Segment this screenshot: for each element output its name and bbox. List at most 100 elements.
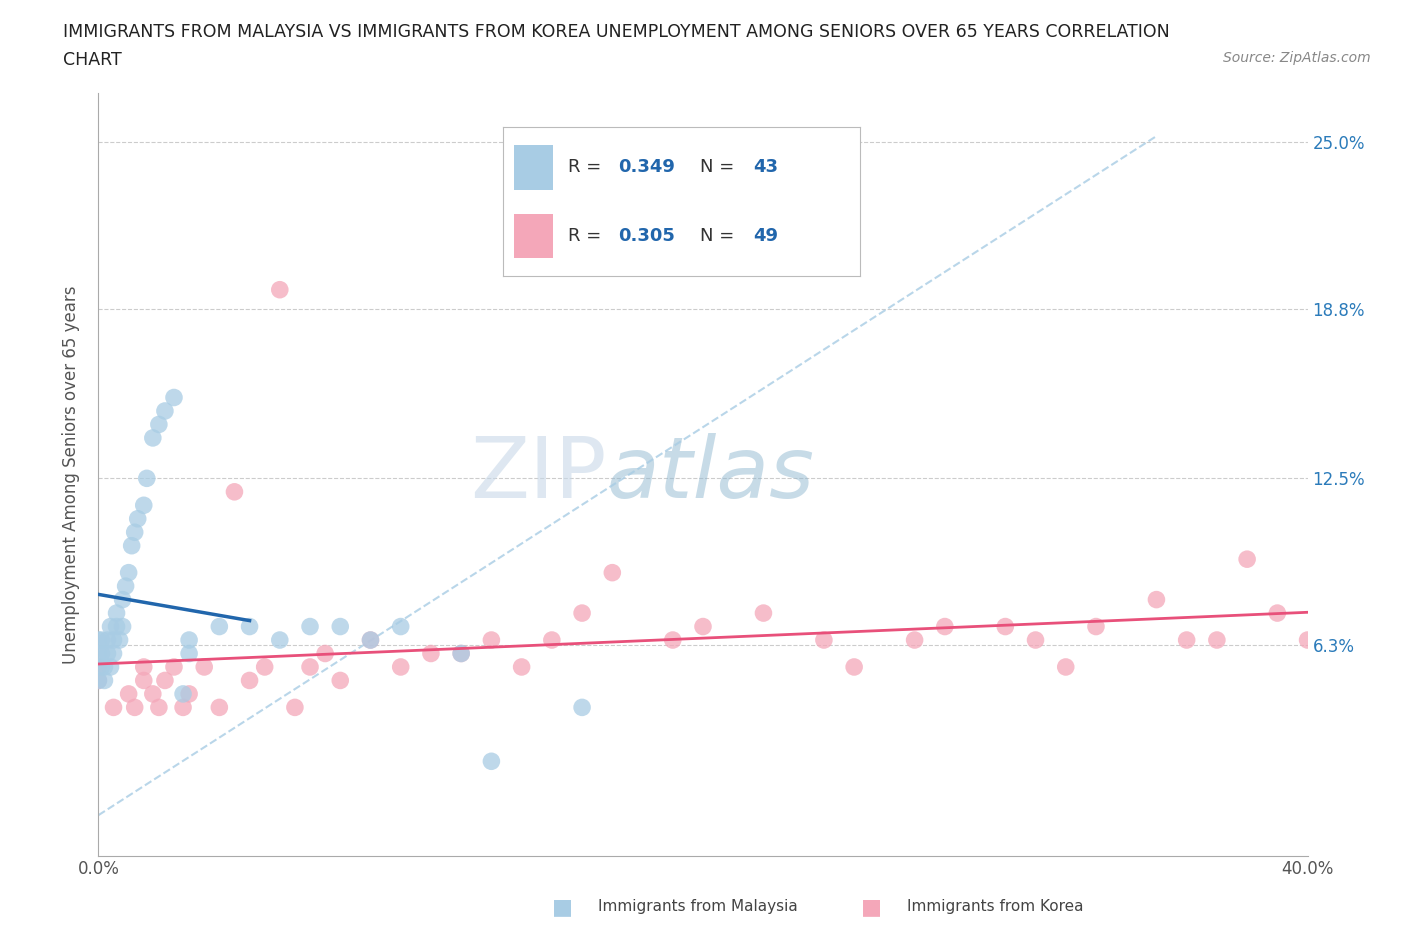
Text: ■: ■ (862, 897, 882, 917)
Point (87, 646, 110, 661)
Point (904, 632, 927, 647)
Point (571, 605, 593, 620)
Point (153, 673, 176, 688)
Point (208, 700, 231, 715)
Point (132, 659, 155, 674)
Point (87, 673, 110, 688)
Point (389, 659, 412, 674)
Point (163, 390, 186, 405)
Point (193, 659, 215, 674)
Point (360, 632, 382, 647)
Point (114, 578, 136, 593)
Point (299, 619, 322, 634)
Point (661, 632, 683, 647)
Text: Source: ZipAtlas.com: Source: ZipAtlas.com (1223, 51, 1371, 65)
Point (179, 686, 201, 701)
Point (239, 673, 262, 688)
Point (90, 659, 112, 674)
Point (172, 686, 194, 701)
Point (93, 673, 115, 688)
Point (96, 646, 118, 661)
Point (148, 417, 170, 432)
Point (1267, 605, 1289, 620)
Point (450, 646, 472, 661)
Point (571, 700, 593, 715)
Point (142, 431, 165, 445)
Point (481, 632, 503, 647)
Point (179, 632, 201, 647)
Point (1144, 592, 1167, 607)
Point (142, 686, 165, 701)
Point (1054, 659, 1077, 674)
Point (239, 619, 262, 634)
Point (510, 659, 533, 674)
Point (111, 619, 134, 634)
Point (994, 619, 1017, 634)
Point (1296, 632, 1319, 647)
Point (87, 632, 110, 647)
Point (389, 619, 412, 634)
Point (153, 404, 176, 418)
Point (163, 659, 186, 674)
Point (253, 659, 276, 674)
Point (100, 619, 122, 634)
Point (87, 673, 110, 688)
Point (813, 632, 835, 647)
Point (108, 632, 131, 647)
Text: IMMIGRANTS FROM MALAYSIA VS IMMIGRANTS FROM KOREA UNEMPLOYMENT AMONG SENIORS OVE: IMMIGRANTS FROM MALAYSIA VS IMMIGRANTS F… (63, 23, 1170, 41)
Point (90, 646, 112, 661)
Point (934, 619, 956, 634)
Point (540, 632, 562, 647)
Point (329, 673, 352, 688)
Y-axis label: Unemployment Among Seniors over 65 years: Unemployment Among Seniors over 65 years (62, 286, 80, 663)
Point (360, 632, 382, 647)
Text: Immigrants from Malaysia: Immigrants from Malaysia (598, 899, 797, 914)
Point (105, 619, 128, 634)
Point (103, 700, 125, 715)
Point (224, 485, 246, 499)
Point (481, 754, 503, 769)
Point (87, 659, 110, 674)
Point (1236, 551, 1258, 566)
Point (118, 686, 141, 701)
Point (93, 659, 115, 674)
Point (450, 646, 472, 661)
Point (314, 646, 336, 661)
Point (132, 498, 155, 512)
Point (105, 605, 128, 620)
Point (602, 565, 624, 580)
Point (1024, 632, 1046, 647)
Point (103, 632, 125, 647)
Point (692, 619, 714, 634)
Point (118, 565, 141, 580)
Point (1085, 619, 1108, 634)
Point (132, 673, 155, 688)
Text: Immigrants from Korea: Immigrants from Korea (907, 899, 1084, 914)
Point (179, 646, 201, 661)
Point (420, 646, 443, 661)
Point (1206, 632, 1229, 647)
Point (127, 512, 149, 526)
Point (100, 659, 122, 674)
Text: ■: ■ (553, 897, 572, 917)
Text: ZIP: ZIP (470, 432, 606, 516)
Point (135, 471, 157, 485)
Text: atlas: atlas (606, 432, 814, 516)
Point (752, 605, 775, 620)
Point (124, 700, 146, 715)
Text: CHART: CHART (63, 51, 122, 69)
Point (208, 619, 231, 634)
Point (96, 632, 118, 647)
Point (299, 659, 322, 674)
Point (1175, 632, 1198, 647)
Point (103, 646, 125, 661)
Point (172, 700, 194, 715)
Point (124, 525, 146, 539)
Point (269, 283, 291, 298)
Point (121, 538, 143, 553)
Point (284, 700, 307, 715)
Point (844, 659, 866, 674)
Point (90, 632, 112, 647)
Point (148, 700, 170, 715)
Point (269, 632, 291, 647)
